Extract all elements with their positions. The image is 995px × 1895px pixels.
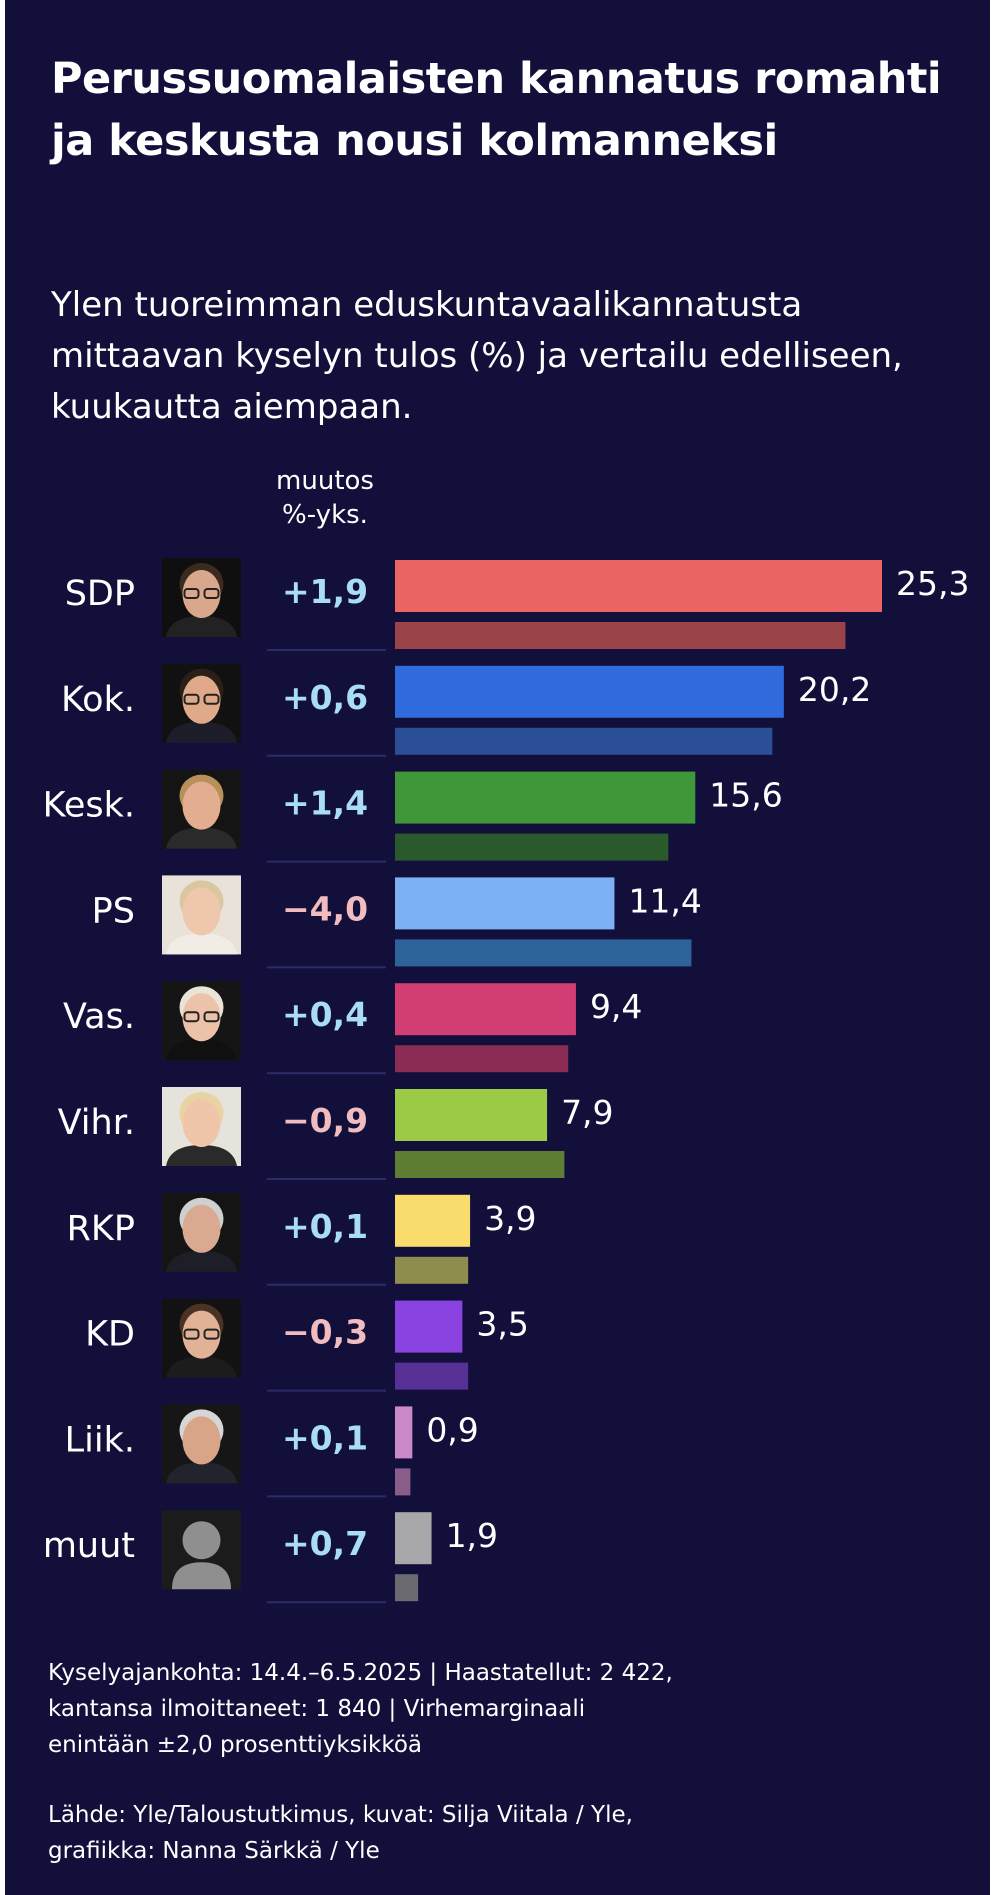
bar-previous (395, 1362, 469, 1390)
bar-previous (395, 1151, 565, 1178)
bar-previous (395, 833, 669, 861)
change-value: −0,9 (282, 1101, 368, 1140)
bar-current (395, 983, 576, 1036)
bar-current (395, 771, 696, 824)
survey-meta-line3: enintään ±2,0 prosenttiyksikköä (48, 1732, 422, 1758)
party-label: RKP (67, 1209, 135, 1249)
value-label: 25,3 (896, 564, 969, 603)
change-header-line2: %-yks. (282, 500, 368, 530)
value-label: 9,4 (590, 987, 642, 1026)
change-value: +0,4 (282, 995, 368, 1034)
bar-current (395, 665, 784, 718)
change-column-header: muutos %-yks. (245, 464, 405, 532)
change-value: −4,0 (282, 889, 368, 928)
change-value: +0,1 (282, 1207, 368, 1246)
change-header-line1: muutos (276, 466, 374, 496)
portrait-vas-photo (162, 981, 241, 1061)
infographic-card: Perussuomalaisten kannatus romahti ja ke… (5, 0, 990, 1895)
portrait-kok-photo (162, 663, 241, 743)
bar-current (395, 877, 615, 930)
portrait-liik-photo (162, 1404, 241, 1484)
bar-previous (395, 939, 692, 967)
value-label: 7,9 (561, 1093, 613, 1132)
party-label: muut (43, 1526, 135, 1566)
bar-previous (395, 1468, 411, 1496)
survey-meta-line1: Kyselyajankohta: 14.4.–6.5.2025 | Haasta… (48, 1660, 673, 1686)
party-label: KD (85, 1315, 135, 1355)
value-label: 11,4 (628, 881, 701, 920)
party-label: Liik. (65, 1420, 135, 1460)
value-label: 20,2 (798, 670, 871, 709)
source-credits: Lähde: Yle/Taloustutkimus, kuvat: Silja … (48, 1797, 908, 1869)
bar-previous (395, 1256, 469, 1284)
party-label: Vihr. (58, 1103, 135, 1143)
value-label: 1,9 (446, 1516, 498, 1555)
change-value: +1,9 (282, 572, 368, 611)
portrait-sdp-photo (162, 558, 241, 637)
bar-chart: SDP +1,9 25,3 Kok. +0,6 20,2 Kesk. +1,4 15,6 PS −4… (43, 558, 969, 1604)
survey-meta: Kyselyajankohta: 14.4.–6.5.2025 | Haasta… (48, 1655, 908, 1763)
party-label: PS (92, 891, 135, 931)
bar-previous (395, 727, 773, 755)
value-label: 15,6 (709, 776, 782, 815)
bar-current (395, 1512, 432, 1565)
portrait-rkp-photo (162, 1192, 241, 1272)
bar-previous (395, 1574, 419, 1602)
portrait-kesk-photo (162, 769, 241, 849)
bar-current (395, 1300, 463, 1353)
placeholder-silhouette-photo (162, 1510, 241, 1590)
bar-previous (395, 622, 846, 649)
portrait-kd-photo (162, 1298, 241, 1378)
change-value: −0,3 (282, 1313, 368, 1352)
party-label: SDP (65, 574, 135, 614)
change-value: +0,1 (282, 1418, 368, 1457)
bar-current (395, 1089, 548, 1141)
party-label: Vas. (63, 997, 135, 1037)
bar-current (395, 1194, 471, 1247)
change-value: +0,6 (282, 678, 368, 717)
value-label: 3,5 (476, 1305, 528, 1344)
bar-previous (395, 1045, 569, 1073)
party-label: Kok. (61, 680, 135, 720)
change-value: +1,4 (282, 784, 368, 823)
value-label: 0,9 (426, 1410, 478, 1449)
portrait-ps-photo (162, 875, 241, 955)
source-line1: Lähde: Yle/Taloustutkimus, kuvat: Silja … (48, 1802, 633, 1828)
bar-current (395, 1406, 413, 1459)
chart-subtitle: Ylen tuoreimman eduskuntavaalikannatusta… (51, 285, 903, 427)
change-value: +0,7 (282, 1524, 368, 1563)
survey-meta-line2: kantansa ilmoittaneet: 1 840 | Virhemarg… (48, 1696, 586, 1722)
portrait-vihr-photo (162, 1087, 241, 1166)
party-label: Kesk. (43, 786, 135, 826)
value-label: 3,9 (484, 1199, 536, 1238)
bar-current (395, 560, 882, 612)
source-line2: grafiikka: Nanna Särkkä / Yle (48, 1838, 380, 1864)
chart-title: Perussuomalaisten kannatus romahti ja ke… (51, 54, 942, 166)
